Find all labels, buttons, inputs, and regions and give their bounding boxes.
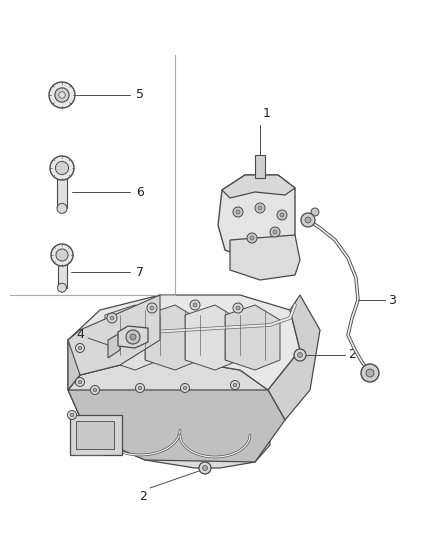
Circle shape bbox=[280, 213, 284, 217]
Circle shape bbox=[301, 213, 315, 227]
Circle shape bbox=[250, 236, 254, 240]
Text: 7: 7 bbox=[136, 265, 144, 279]
Text: 4: 4 bbox=[76, 327, 84, 341]
Polygon shape bbox=[57, 176, 67, 208]
Circle shape bbox=[273, 230, 277, 234]
Text: 5: 5 bbox=[136, 88, 144, 101]
Circle shape bbox=[50, 156, 74, 180]
Circle shape bbox=[126, 330, 140, 344]
Circle shape bbox=[247, 233, 257, 243]
Circle shape bbox=[75, 343, 85, 352]
Polygon shape bbox=[118, 326, 148, 348]
Circle shape bbox=[294, 349, 306, 361]
Circle shape bbox=[107, 313, 117, 323]
Text: 1: 1 bbox=[263, 107, 271, 120]
Circle shape bbox=[110, 316, 114, 320]
FancyBboxPatch shape bbox=[76, 421, 114, 449]
Circle shape bbox=[255, 203, 265, 213]
Polygon shape bbox=[68, 360, 270, 468]
Polygon shape bbox=[108, 333, 120, 358]
Circle shape bbox=[57, 283, 67, 292]
Polygon shape bbox=[255, 155, 265, 178]
Text: 2: 2 bbox=[348, 349, 356, 361]
Circle shape bbox=[305, 217, 311, 223]
Circle shape bbox=[297, 352, 303, 358]
Circle shape bbox=[270, 227, 280, 237]
Circle shape bbox=[51, 244, 73, 266]
Polygon shape bbox=[68, 295, 160, 375]
Polygon shape bbox=[222, 175, 295, 198]
Circle shape bbox=[183, 386, 187, 390]
Circle shape bbox=[258, 206, 262, 210]
Circle shape bbox=[230, 381, 240, 390]
Circle shape bbox=[233, 207, 243, 217]
Circle shape bbox=[311, 208, 319, 216]
Circle shape bbox=[78, 346, 82, 350]
Polygon shape bbox=[145, 305, 200, 370]
Circle shape bbox=[78, 380, 82, 384]
Polygon shape bbox=[105, 305, 160, 370]
Circle shape bbox=[59, 92, 65, 98]
Circle shape bbox=[56, 249, 68, 261]
Circle shape bbox=[202, 465, 208, 471]
Text: 2: 2 bbox=[139, 490, 147, 503]
Circle shape bbox=[130, 334, 136, 340]
Polygon shape bbox=[68, 390, 285, 462]
Circle shape bbox=[193, 303, 197, 307]
Circle shape bbox=[199, 462, 211, 474]
Circle shape bbox=[236, 210, 240, 214]
Polygon shape bbox=[68, 295, 300, 390]
Polygon shape bbox=[57, 263, 67, 288]
Circle shape bbox=[277, 210, 287, 220]
Circle shape bbox=[67, 410, 77, 419]
Circle shape bbox=[135, 384, 145, 392]
Circle shape bbox=[70, 413, 74, 417]
FancyBboxPatch shape bbox=[70, 415, 122, 455]
Circle shape bbox=[138, 386, 142, 390]
Polygon shape bbox=[230, 235, 300, 280]
Circle shape bbox=[55, 161, 69, 175]
Circle shape bbox=[91, 385, 99, 394]
Circle shape bbox=[236, 306, 240, 310]
Polygon shape bbox=[185, 305, 240, 370]
Circle shape bbox=[75, 377, 85, 386]
Circle shape bbox=[190, 300, 200, 310]
Circle shape bbox=[180, 384, 190, 392]
Circle shape bbox=[55, 88, 69, 102]
Text: 6: 6 bbox=[136, 185, 144, 198]
Polygon shape bbox=[268, 295, 320, 420]
Text: 3: 3 bbox=[388, 294, 396, 306]
Circle shape bbox=[233, 303, 243, 313]
Circle shape bbox=[93, 388, 97, 392]
Circle shape bbox=[147, 303, 157, 313]
Circle shape bbox=[93, 433, 107, 447]
Polygon shape bbox=[68, 330, 80, 390]
Circle shape bbox=[366, 369, 374, 377]
Circle shape bbox=[49, 82, 75, 108]
Circle shape bbox=[361, 364, 379, 382]
Polygon shape bbox=[225, 305, 280, 370]
Circle shape bbox=[233, 383, 237, 387]
Circle shape bbox=[57, 204, 67, 213]
Circle shape bbox=[150, 306, 154, 310]
Polygon shape bbox=[218, 175, 295, 258]
